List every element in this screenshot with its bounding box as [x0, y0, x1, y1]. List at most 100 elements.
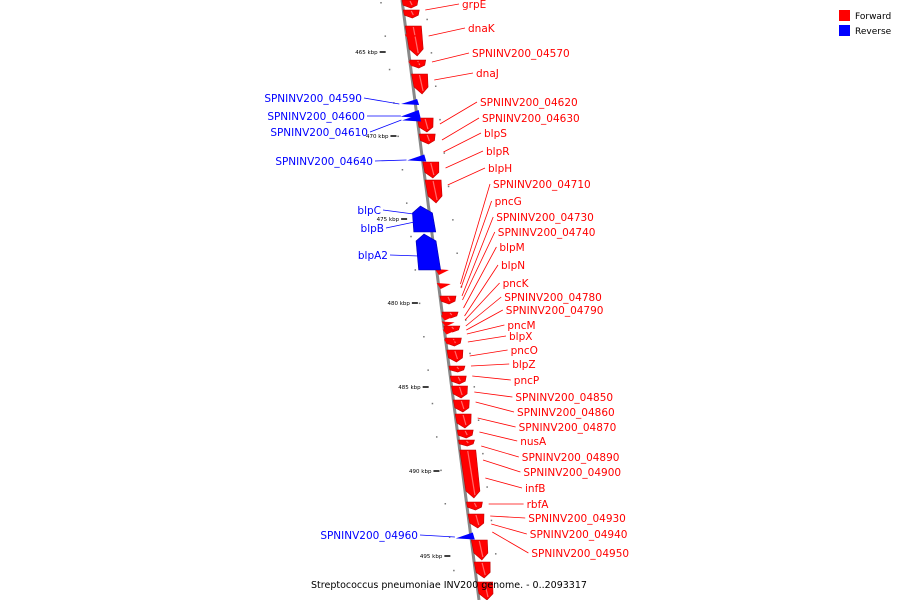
tick-label: 475 kbp	[377, 217, 400, 223]
forward-gene	[476, 581, 494, 600]
forward-gene-label: SPNINV200_04790	[506, 305, 604, 317]
legend-reverse-swatch	[839, 25, 850, 36]
forward-gene-label: SPNINV200_04620	[480, 97, 578, 109]
legend: Forward Reverse	[839, 10, 892, 37]
reverse-gene	[415, 233, 442, 271]
gene-labels: grpE dnaK SPNINV200_04570 dnaJ SPNINV200_046…	[264, 0, 629, 560]
forward-gene	[411, 73, 429, 95]
forward-gene	[436, 283, 451, 289]
minor-tick	[448, 536, 451, 538]
tick-label: 480 kbp	[387, 301, 410, 307]
reverse-gene-label: SPNINV200_04960	[320, 530, 418, 542]
forward-gene-label: SPNINV200_04630	[482, 113, 580, 125]
forward-gene-label: infB	[525, 483, 545, 495]
forward-label-leader	[460, 200, 492, 289]
forward-gene-label: SPNINV200_04740	[498, 227, 596, 239]
legend-forward-label: Forward	[855, 12, 891, 22]
forward-gene-label: SPNINV200_04870	[519, 422, 617, 434]
gene-highlight	[418, 74, 424, 92]
reverse-label-leader	[419, 534, 455, 538]
minor-tick	[414, 269, 417, 271]
gene-highlight	[424, 118, 429, 130]
minor-tick	[427, 369, 429, 371]
reverse-gene	[407, 154, 427, 162]
forward-gene-label: blpM	[499, 242, 524, 254]
minor-tick	[430, 52, 433, 54]
reverse-label-leader	[382, 209, 414, 215]
minor-tick	[426, 18, 428, 21]
forward-gene	[448, 365, 466, 373]
minor-tick	[418, 302, 421, 305]
gene-highlight	[456, 366, 460, 370]
forward-gene-label: pncG	[495, 196, 522, 208]
forward-gene-label: pncM	[507, 320, 535, 332]
forward-gene	[473, 561, 491, 579]
forward-gene	[451, 385, 468, 399]
forward-label-leader	[462, 231, 496, 301]
forward-gene-label: pncK	[503, 278, 530, 290]
forward-gene-label: blpZ	[512, 359, 535, 371]
minor-tick	[440, 469, 442, 472]
reverse-gene-label: blpA2	[358, 250, 388, 262]
minor-tick	[434, 85, 437, 87]
reverse-gene	[402, 114, 422, 122]
gene-highlight	[458, 386, 463, 396]
forward-label-leader	[466, 309, 503, 331]
minor-tick	[388, 68, 391, 71]
forward-label-leader	[464, 282, 500, 321]
gene-highlight	[473, 502, 477, 508]
forward-gene	[440, 315, 454, 321]
forward-label-leader	[482, 459, 521, 473]
minor-tick	[456, 252, 458, 254]
tick-label: 490 kbp	[409, 469, 432, 475]
minor-tick	[447, 185, 450, 188]
forward-gene-label: SPNINV200_04850	[515, 392, 613, 404]
reverse-label-leader	[385, 221, 415, 229]
forward-gene	[401, 0, 419, 9]
minor-tick	[469, 352, 471, 355]
reverse-gene	[412, 205, 437, 233]
forward-label-leader	[485, 477, 523, 489]
tick-label: 495 kbp	[420, 554, 443, 560]
forward-gene-label: blpN	[501, 260, 525, 272]
minor-tick	[486, 486, 488, 488]
forward-gene	[446, 349, 464, 363]
reverse-gene-label: SPNINV200_04590	[264, 93, 362, 105]
gene-highlight	[409, 0, 413, 6]
gene-highlight	[464, 430, 468, 436]
tick-label: 465 kbp	[355, 50, 378, 56]
minor-tick	[453, 569, 455, 572]
minor-tick	[444, 503, 447, 505]
forward-gene-label: SPNINV200_04860	[517, 407, 615, 419]
gene-highlight	[447, 296, 451, 302]
forward-gene	[454, 413, 472, 429]
forward-gene	[402, 9, 420, 19]
gene-highlight	[457, 376, 461, 382]
reverse-gene-label: SPNINV200_04600	[267, 111, 365, 123]
forward-gene	[422, 161, 440, 179]
forward-gene-label: SPNINV200_04940	[530, 529, 628, 541]
forward-label-leader	[445, 150, 484, 169]
gene-highlight	[467, 450, 476, 496]
forward-label-leader	[431, 52, 470, 63]
gene-highlight	[460, 400, 465, 410]
forward-gene	[439, 295, 457, 305]
forward-label-leader	[472, 375, 511, 381]
tick-label: 485 kbp	[398, 385, 421, 391]
minor-tick	[464, 319, 467, 321]
tick-label: 470 kbp	[366, 134, 389, 140]
reverse-gene-label: blpC	[357, 205, 381, 217]
forward-gene	[467, 513, 485, 529]
forward-gene-label: SPNINV200_04570	[472, 48, 570, 60]
forward-label-leader	[479, 431, 518, 442]
forward-gene	[456, 429, 474, 439]
forward-label-leader	[491, 523, 527, 535]
forward-label-leader	[465, 296, 502, 327]
gene-highlight	[462, 414, 467, 426]
forward-label-leader	[443, 132, 482, 153]
forward-gene	[434, 269, 449, 275]
gene-highlight	[430, 162, 435, 176]
reverse-label-leader	[363, 97, 400, 105]
forward-gene-label: SPNINV200_04710	[493, 179, 591, 191]
